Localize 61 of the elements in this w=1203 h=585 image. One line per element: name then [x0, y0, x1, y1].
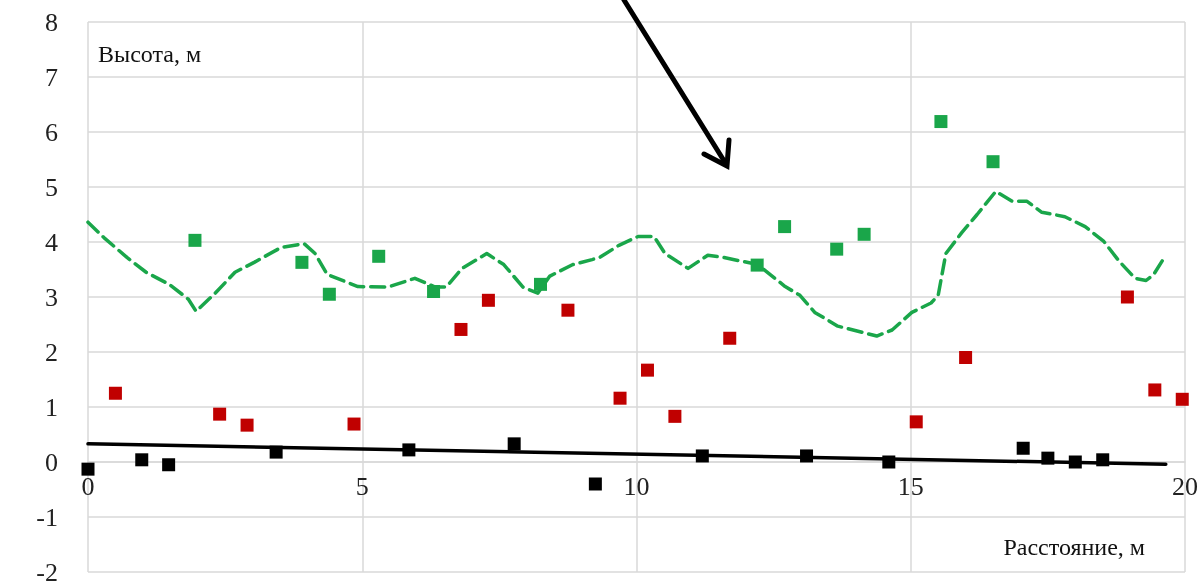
point	[1041, 451, 1055, 465]
point	[588, 477, 602, 491]
y-axis-title: Высота, м	[98, 41, 202, 67]
y-tick-label: 5	[45, 172, 58, 202]
point	[108, 386, 122, 400]
point	[1120, 290, 1134, 304]
point	[695, 449, 709, 463]
point	[882, 455, 896, 469]
x-tick-label: 10	[623, 472, 650, 502]
y-tick-label: 2	[45, 337, 58, 367]
point	[162, 458, 176, 472]
point	[1148, 383, 1162, 397]
point	[534, 277, 548, 291]
point	[959, 351, 973, 364]
point	[402, 443, 416, 457]
point	[1175, 392, 1189, 406]
point	[909, 415, 923, 429]
point	[723, 331, 737, 345]
point	[372, 249, 386, 263]
y-tick-label: 7	[45, 62, 58, 92]
point	[934, 115, 948, 129]
point	[295, 255, 309, 269]
point	[269, 445, 283, 459]
point	[561, 303, 575, 317]
point	[1068, 455, 1082, 469]
point	[507, 437, 521, 451]
point	[830, 242, 844, 256]
point	[613, 391, 627, 405]
point	[454, 322, 468, 336]
point	[800, 449, 814, 463]
point	[668, 409, 682, 423]
point	[857, 227, 871, 241]
point	[986, 155, 1000, 169]
point	[81, 462, 95, 476]
y-tick-label: -1	[36, 502, 58, 532]
y-tick-label: -2	[36, 557, 58, 585]
y-tick-label: 3	[45, 282, 58, 312]
point	[778, 220, 792, 234]
point	[135, 453, 149, 467]
point	[1016, 441, 1030, 455]
point	[640, 363, 654, 377]
point	[322, 287, 336, 301]
x-axis-title: Расстояние, м	[1003, 534, 1146, 560]
point	[481, 293, 495, 307]
y-tick-label: 4	[45, 227, 58, 257]
point	[240, 418, 254, 432]
line-series	[86, 189, 1165, 338]
point	[1096, 453, 1110, 467]
y-tick-label: 0	[45, 447, 58, 477]
point	[427, 285, 441, 298]
y-tick-label: 8	[45, 7, 58, 37]
x-tick-label: 15	[897, 472, 924, 502]
point	[750, 258, 764, 272]
x-tick-label: 20	[1172, 472, 1198, 502]
y-tick-label: 6	[45, 117, 58, 147]
x-tick-label: 0	[81, 472, 95, 502]
point	[347, 417, 361, 431]
point	[213, 407, 227, 421]
point	[188, 233, 202, 247]
y-tick-label: 1	[45, 392, 58, 422]
x-tick-label: 5	[355, 472, 369, 502]
